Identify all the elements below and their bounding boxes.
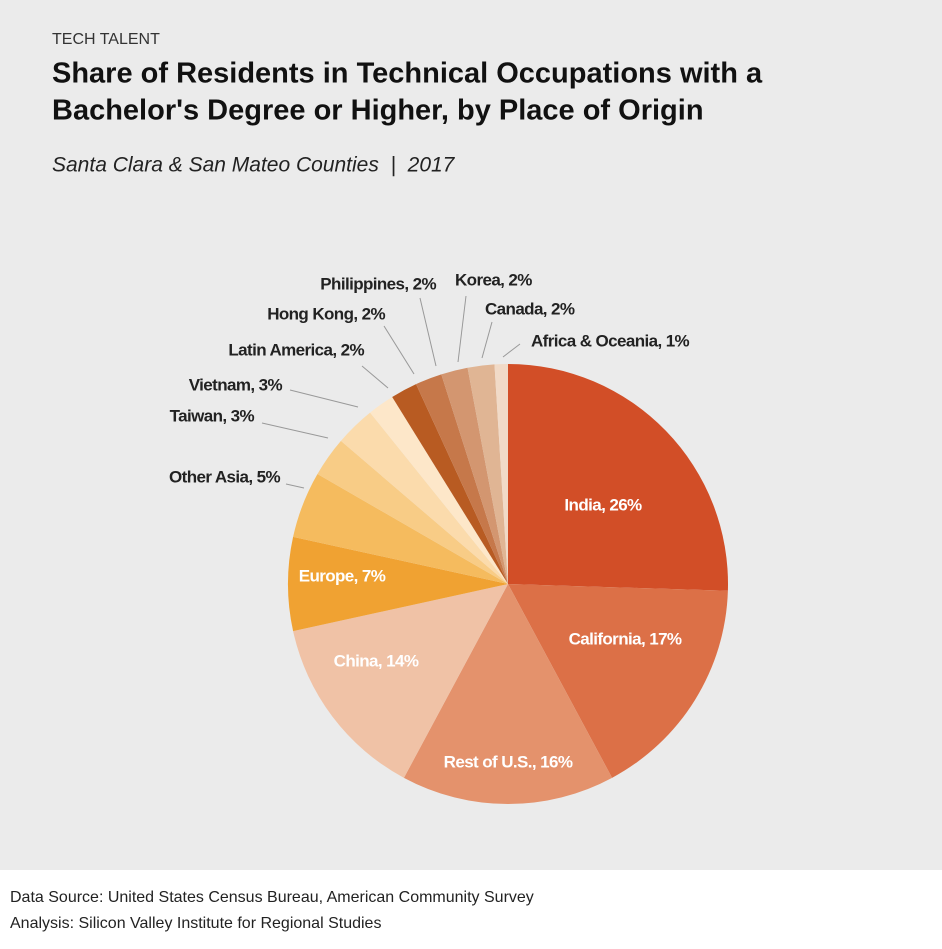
pie-slice xyxy=(416,374,508,584)
pie-slice xyxy=(317,440,508,584)
leader-line xyxy=(383,325,415,375)
pie-slice xyxy=(392,384,508,584)
pie-slice xyxy=(288,536,508,632)
leader-line xyxy=(419,297,437,367)
data-label: Philippines, 2% xyxy=(320,274,436,293)
pie-slice xyxy=(508,584,728,778)
data-label: China, 14% xyxy=(334,651,419,670)
data-label: Taiwan, 3% xyxy=(170,406,255,425)
subtitle: Santa Clara & San Mateo Counties | 2017 xyxy=(52,154,456,177)
leader-line xyxy=(502,343,521,358)
data-label: Latin America, 2% xyxy=(228,340,364,359)
data-label: Other Asia, 5% xyxy=(169,467,280,486)
data-label: Canada, 2% xyxy=(485,299,575,318)
pie-slice xyxy=(467,364,508,584)
pie-slice xyxy=(340,412,508,584)
pie-slice xyxy=(403,584,613,804)
leader-line xyxy=(261,422,329,439)
kicker: TECH TALENT xyxy=(52,31,160,48)
leader-lines xyxy=(261,295,521,489)
chart-title: Share of Residents in Technical Occupati… xyxy=(52,58,763,90)
footer-text: Analysis: Silicon Valley Institute for R… xyxy=(10,915,381,932)
footer-text: Data Source: United States Census Bureau… xyxy=(10,889,534,906)
data-label: Hong Kong, 2% xyxy=(267,304,385,323)
data-label: India, 26% xyxy=(564,495,642,514)
footer-background xyxy=(0,870,942,944)
leader-line xyxy=(361,365,389,389)
leader-line xyxy=(289,389,359,408)
pie-slice xyxy=(508,364,728,591)
leader-line xyxy=(285,483,305,489)
leader-line xyxy=(457,295,467,363)
data-label: Europe, 7% xyxy=(299,566,386,585)
data-label: California, 17% xyxy=(569,629,682,648)
chart-title: Bachelor's Degree or Higher, by Place of… xyxy=(52,95,704,127)
pie-slice xyxy=(293,474,508,584)
pie-slice xyxy=(494,364,508,584)
data-label: Africa & Oceania, 1% xyxy=(531,331,690,350)
data-label: Korea, 2% xyxy=(455,270,532,289)
data-label: Rest of U.S., 16% xyxy=(444,752,573,771)
pie-slice xyxy=(370,396,508,584)
leader-line xyxy=(481,321,493,359)
data-label: Vietnam, 3% xyxy=(189,375,283,394)
pie-slice xyxy=(293,584,508,778)
pie-slice xyxy=(441,367,508,584)
